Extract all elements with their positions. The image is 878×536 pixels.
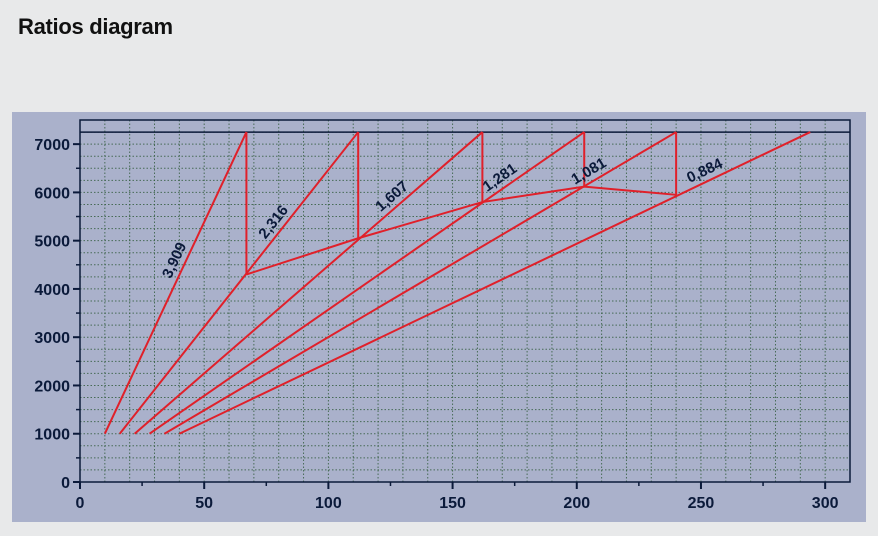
y-tick-label: 7000 [34,137,70,154]
x-tick-label: 250 [688,495,715,512]
ratio-line [163,131,677,435]
x-tick-label: 300 [812,495,839,512]
x-tick-label: 150 [439,495,466,512]
y-tick-label: 6000 [34,185,70,202]
y-tick-label: 3000 [34,330,70,347]
ratio-line [148,131,585,435]
x-tick-label: 50 [195,495,213,512]
page-title: Ratios diagram [18,14,173,39]
ratio-line [118,131,359,435]
ratio-line [178,131,811,435]
y-tick-label: 1000 [34,427,70,444]
chart-panel: 0 1000 2000 3000 4000 5000 6000 7000 0 50 100 150 20… [12,112,866,522]
x-tick-label: 0 [76,495,85,512]
x-tick-label: 100 [315,495,342,512]
y-tick-label: 4000 [34,282,70,299]
x-tick-label: 200 [563,495,590,512]
ratio-line [103,131,248,435]
shift-path-line [246,185,677,276]
ratios-chart: 0 1000 2000 3000 4000 5000 6000 7000 0 50 100 150 20… [34,119,851,512]
y-tick-label: 2000 [34,378,70,395]
ratio-line [133,131,484,435]
plot-frame [79,119,851,483]
y-tick-label: 0 [61,475,70,492]
y-tick-label: 5000 [34,234,70,251]
